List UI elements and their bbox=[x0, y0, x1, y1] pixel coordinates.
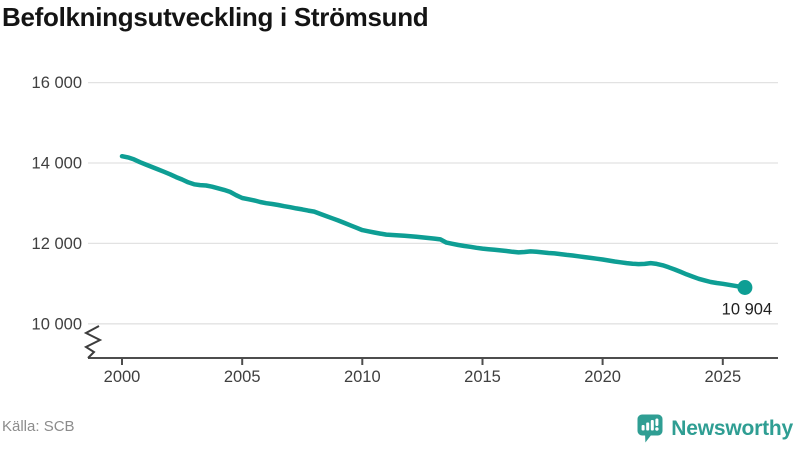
x-tick-label: 2005 bbox=[224, 368, 261, 386]
gridlines bbox=[88, 81, 778, 325]
exclamation-dot bbox=[655, 427, 659, 431]
chart-title: Befolkningsutveckling i Strömsund bbox=[2, 2, 429, 32]
axis-break-icon bbox=[83, 325, 103, 359]
last-point-marker bbox=[737, 280, 753, 295]
y-tick-label: 16 000 bbox=[32, 74, 82, 92]
x-axis-ticks bbox=[121, 358, 724, 365]
x-axis-labels: 2000 2005 2010 2015 2020 2025 bbox=[104, 368, 742, 386]
newsworthy-speech-bubble-bar-chart-icon bbox=[637, 414, 663, 443]
bar-3 bbox=[651, 420, 655, 431]
y-axis-labels: 16 000 14 000 12 000 10 000 bbox=[32, 74, 82, 333]
x-tick-label: 2020 bbox=[584, 368, 621, 386]
x-tick-label: 2000 bbox=[104, 368, 141, 386]
newsworthy-logo-link[interactable]: Newsworthy bbox=[637, 414, 793, 444]
y-tick-label: 10 000 bbox=[32, 315, 82, 333]
y-tick-label: 12 000 bbox=[32, 235, 82, 253]
x-tick-label: 2025 bbox=[704, 368, 741, 386]
last-value-label: 10 904 bbox=[722, 301, 772, 319]
exclamation-stem bbox=[655, 418, 659, 426]
source-note: Källa: SCB bbox=[2, 418, 75, 435]
x-tick-label: 2010 bbox=[344, 368, 381, 386]
population-line bbox=[119, 153, 748, 290]
y-tick-label: 14 000 bbox=[32, 155, 82, 173]
x-tick-label: 2015 bbox=[464, 368, 501, 386]
newsworthy-wordmark: Newsworthy bbox=[671, 417, 793, 440]
bar-2 bbox=[646, 422, 650, 431]
speech-bubble-shape bbox=[637, 414, 663, 443]
bar-1 bbox=[641, 425, 645, 431]
